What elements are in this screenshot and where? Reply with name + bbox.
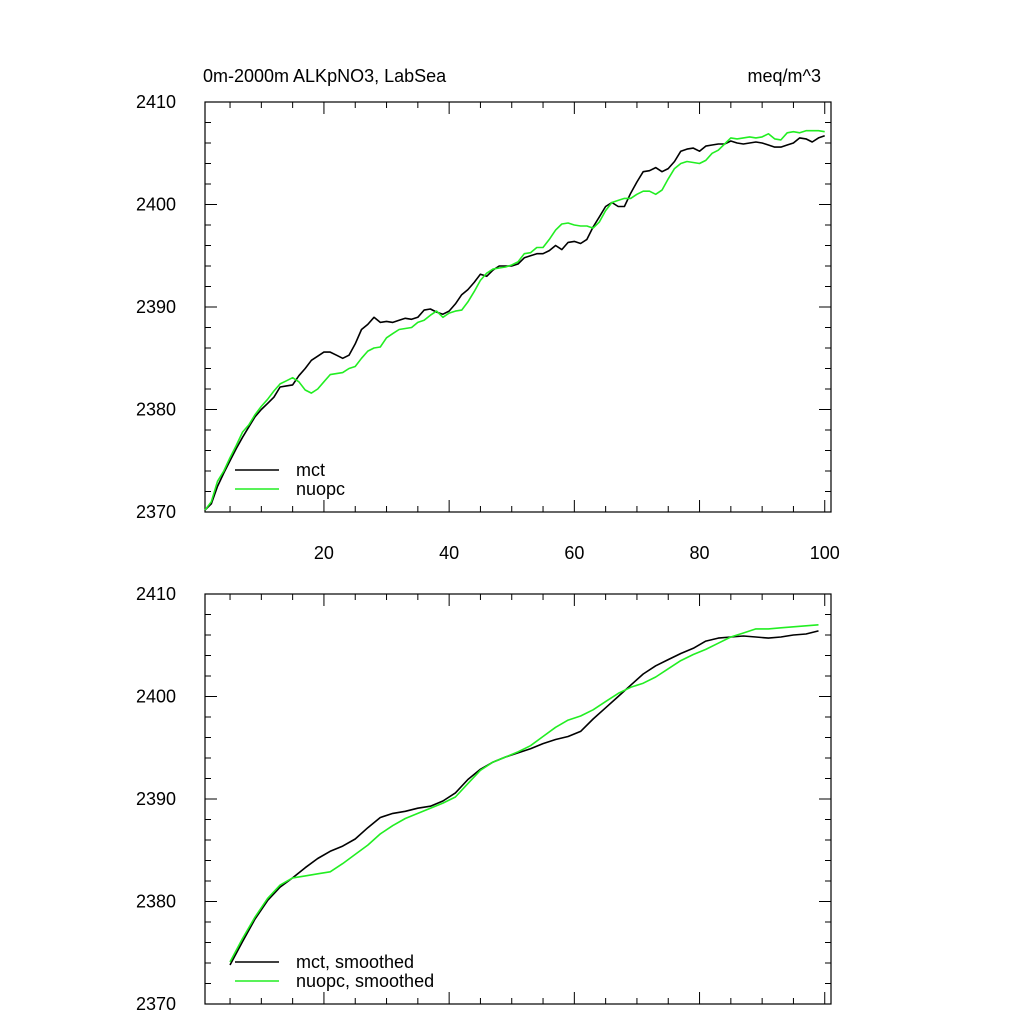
- y-tick-label: 2380: [136, 400, 176, 420]
- x-tick-label: 60: [564, 543, 584, 563]
- legend-label: mct: [296, 460, 325, 480]
- top-panel: 0m-2000m ALKpNO3, LabSea meq/m^3 20 40 60 8…: [136, 66, 840, 563]
- series-line-nuopc-smoothed: [229, 624, 819, 963]
- x-tick-label: 80: [690, 543, 710, 563]
- bottom-panel: 2370 2380 2390 2400 2410 mct, smoothednuopc,…: [136, 584, 832, 1014]
- y-tick-label: 2380: [136, 892, 176, 912]
- x-tick-label: 20: [314, 543, 334, 563]
- legend-label: nuopc: [296, 479, 345, 499]
- y-tick-label: 2400: [136, 195, 176, 215]
- x-tick-label: 40: [439, 543, 459, 563]
- units-label: meq/m^3: [748, 66, 821, 86]
- x-tick-label: 100: [810, 543, 840, 563]
- chart-title: 0m-2000m ALKpNO3, LabSea: [203, 66, 447, 86]
- series-line-mct: [204, 135, 825, 511]
- y-tick-label: 2390: [136, 297, 176, 317]
- y-tick-label: 2370: [136, 994, 176, 1014]
- series-line-mct-smoothed: [229, 630, 819, 966]
- y-tick-label: 2410: [136, 584, 176, 604]
- y-tick-label: 2390: [136, 789, 176, 809]
- y-tick-label: 2400: [136, 687, 176, 707]
- legend-label: nuopc, smoothed: [296, 971, 434, 991]
- y-tick-label: 2370: [136, 502, 176, 522]
- y-tick-label: 2410: [136, 92, 176, 112]
- legend-label: mct, smoothed: [296, 952, 414, 972]
- series-line-nuopc: [204, 129, 825, 511]
